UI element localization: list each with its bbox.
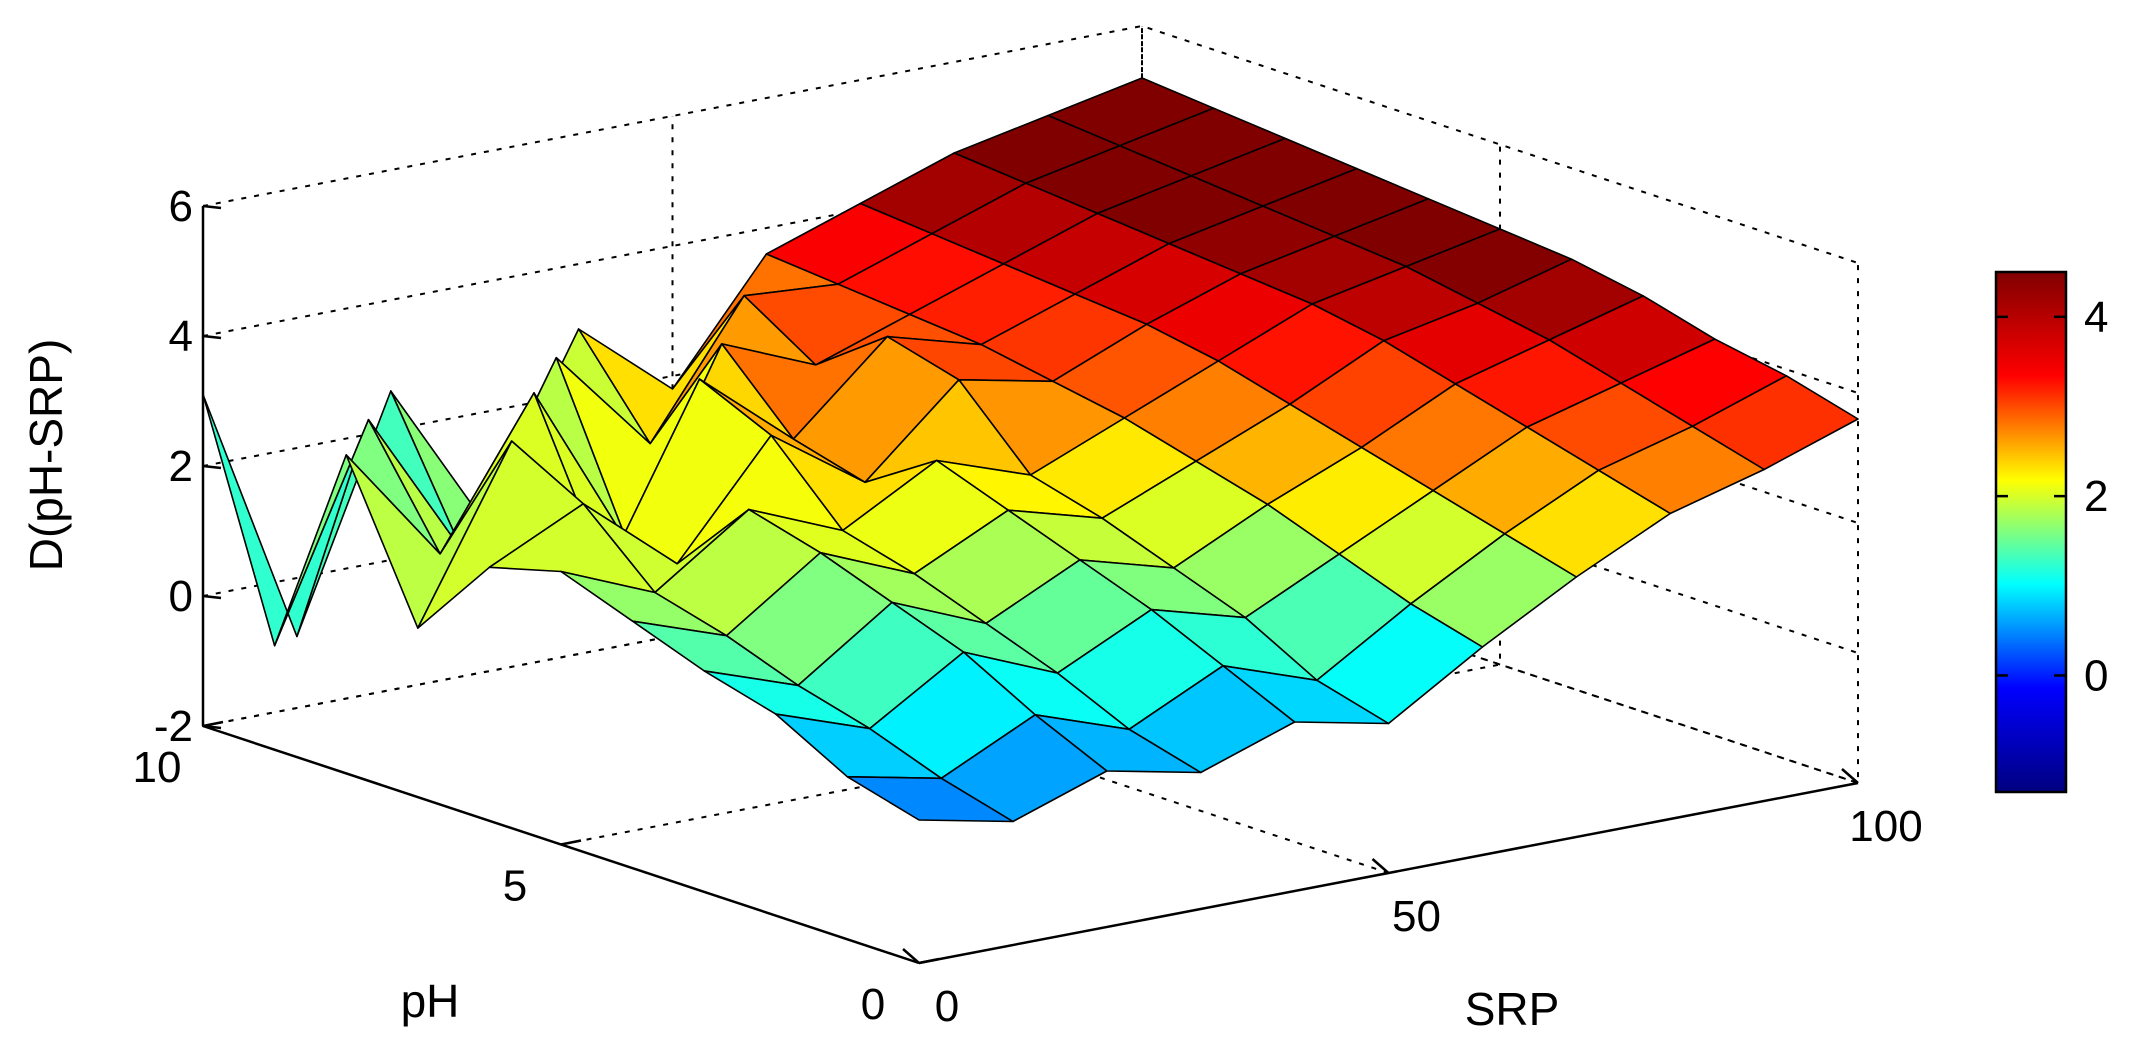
x-axis-label: SRP	[1465, 983, 1560, 1035]
z-tick-1	[202, 594, 222, 600]
z-tick-0	[202, 724, 222, 730]
y-axis-label: pH	[401, 975, 460, 1027]
surface-layer	[202, 77, 1859, 823]
z-tick-label-0: -2	[154, 702, 193, 751]
z-grid-line-4	[202, 24, 1859, 264]
x-tick-1	[1371, 858, 1390, 874]
y-tick-0	[918, 957, 940, 965]
z-tick-2	[202, 464, 222, 470]
colorbar-tick-label-0: 0	[2084, 651, 2108, 700]
colorbar-bar	[1994, 270, 2068, 794]
x-tick-label-0: 0	[935, 982, 959, 1031]
x-tick-label-1: 50	[1392, 892, 1441, 941]
y-grid-line-0	[918, 263, 1859, 964]
z-tick-label-2: 2	[169, 442, 193, 491]
z-tick-label-3: 4	[169, 312, 193, 361]
z-tick-3	[202, 334, 222, 340]
z-tick-label-4: 6	[169, 182, 193, 231]
y-tick-label-0: 0	[861, 980, 885, 1029]
colorbar-tick-label-2: 4	[2084, 293, 2108, 342]
x-tick-2	[1841, 768, 1859, 784]
colorbar: 0 2 4	[1994, 270, 2108, 794]
x-tick-0	[902, 948, 920, 964]
y-tick-1	[560, 839, 582, 846]
surface-facet	[846, 775, 1014, 823]
y-tick-label-1: 5	[503, 862, 527, 911]
x-tick-label-2: 100	[1849, 802, 1922, 851]
axes-layer: 0 50 100 0 5 10-2 0 2 4 6	[133, 182, 1923, 1031]
surface-facet	[202, 393, 370, 647]
y-tick-label-2: 10	[133, 743, 182, 792]
z-axis-label: D(pH-SRP)	[20, 339, 72, 572]
colorbar-tick-label-1: 2	[2084, 472, 2108, 521]
z-grid-line-1	[202, 414, 1859, 654]
z-tick-label-1: 0	[169, 572, 193, 621]
z-tick-4	[202, 204, 222, 210]
